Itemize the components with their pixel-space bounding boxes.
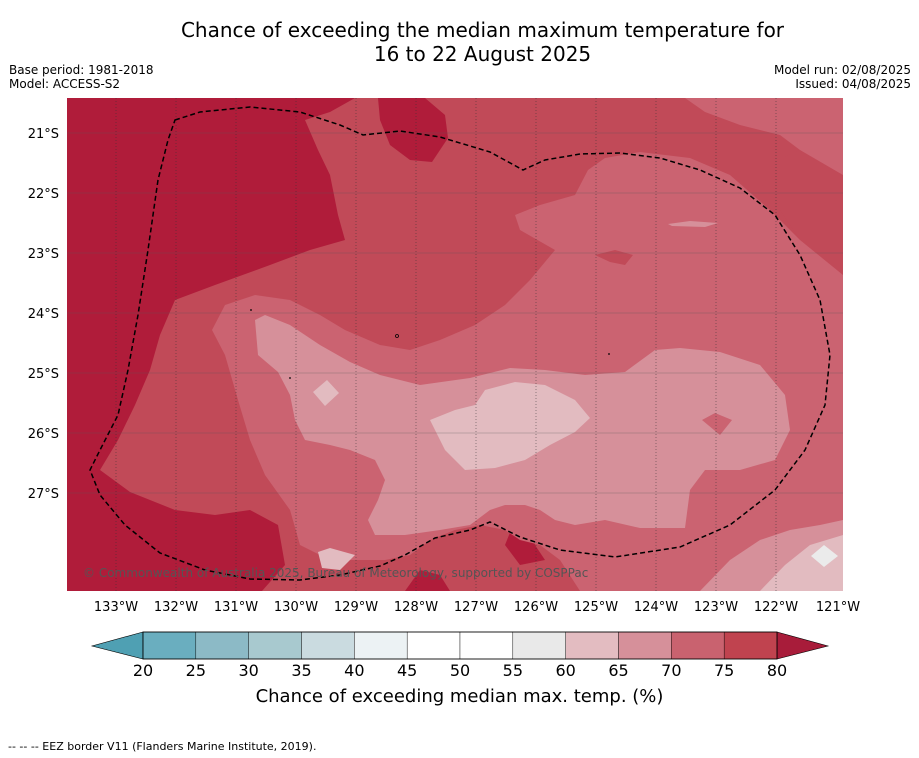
latitude-labels: 21°S 22°S 23°S 24°S 25°S 26°S 27°S — [28, 127, 59, 502]
colorbar-tick-label: 75 — [714, 661, 734, 680]
title-line-1: Chance of exceeding the median maximum t… — [180, 18, 785, 42]
issued-date: Issued: 04/08/2025 — [795, 77, 911, 91]
colorbar-tick-label: 35 — [291, 661, 311, 680]
lat-label: 22°S — [28, 187, 59, 202]
colorbar-box — [459, 631, 514, 660]
colorbar-tick-label: 50 — [450, 661, 470, 680]
map-copyright: © Commonwealth of Australia 2025, Bureau… — [83, 566, 588, 580]
title-line-2: 16 to 22 August 2025 — [373, 42, 592, 66]
region-75-80-spot — [595, 250, 633, 265]
eez-border — [89, 106, 831, 581]
eez-footnote: -- -- -- EEZ border V11 (Flanders Marine… — [8, 740, 317, 753]
model-run: Model run: 02/08/2025 — [773, 63, 911, 77]
island-marker — [289, 377, 291, 379]
lat-label: 21°S — [28, 127, 59, 142]
region-ge80-west — [67, 98, 355, 591]
lat-label: 26°S — [28, 427, 59, 442]
base-period: Base period: 1981-2018 — [9, 63, 154, 77]
lon-label: 133°W — [94, 600, 138, 615]
colorbar-box — [512, 631, 566, 660]
colorbar-tick-label: 60 — [555, 661, 575, 680]
lat-label: 23°S — [28, 247, 59, 262]
region-55-60-diamond — [811, 545, 838, 567]
region-60-65-diamond — [313, 380, 339, 406]
longitude-labels: 133°W 132°W 131°W 130°W 129°W 128°W 127°… — [94, 600, 860, 615]
longitude-gridlines — [115, 98, 777, 591]
colorbar-label: Chance of exceeding median max. temp. (%… — [255, 686, 664, 707]
colorbar-tick-label: 25 — [186, 661, 206, 680]
lon-label: 124°W — [634, 600, 678, 615]
lon-label: 132°W — [154, 600, 198, 615]
latitude-gridlines — [67, 132, 843, 494]
colorbar-box — [723, 631, 778, 660]
colorbar-tick-label: 30 — [238, 661, 258, 680]
colorbar-under-arrow — [90, 631, 144, 660]
colorbar-box — [618, 631, 672, 660]
lat-label: 27°S — [28, 487, 59, 502]
lon-label: 127°W — [454, 600, 498, 615]
colorbar-box — [248, 631, 302, 660]
colorbar-box — [406, 631, 461, 660]
colorbar-box — [142, 631, 197, 660]
island-marker — [395, 334, 399, 338]
lon-label: 128°W — [394, 600, 438, 615]
model-name: Model: ACCESS-S2 — [9, 77, 121, 91]
lat-label: 25°S — [28, 367, 59, 382]
colorbar-box — [195, 631, 249, 660]
colorbar-tick-label: 65 — [608, 661, 628, 680]
lon-label: 122°W — [754, 600, 798, 615]
lon-label: 123°W — [694, 600, 738, 615]
lon-label: 130°W — [274, 600, 318, 615]
colorbar-tick-label: 55 — [503, 661, 523, 680]
lon-label: 129°W — [334, 600, 378, 615]
colorbar-tick-label: 80 — [767, 661, 787, 680]
colorbar-over-arrow — [776, 631, 830, 660]
colorbar-box — [354, 631, 408, 660]
lat-label: 24°S — [28, 307, 59, 322]
map-panel: © Commonwealth of Australia 2025, Bureau… — [67, 98, 843, 591]
island-marker — [608, 353, 610, 355]
region-65-70-streak — [668, 221, 718, 227]
island-marker — [250, 309, 252, 311]
region-70-75-spot — [702, 413, 732, 435]
region-60-65 — [430, 382, 590, 470]
colorbar: 20 25 30 35 40 45 50 55 60 65 70 75 80 — [90, 631, 830, 680]
meta-left: Base period: 1981-2018 Model: ACCESS-S2 — [9, 63, 154, 91]
colorbar-tick-label: 70 — [661, 661, 681, 680]
lon-label: 125°W — [574, 600, 618, 615]
colorbar-tick-label: 45 — [397, 661, 417, 680]
colorbar-tick-label: 20 — [133, 661, 153, 680]
meta-right: Model run: 02/08/2025 Issued: 04/08/2025 — [774, 63, 911, 91]
colorbar-box — [671, 631, 725, 660]
colorbar-tick-label: 40 — [344, 661, 364, 680]
region-ge80-north — [378, 98, 448, 162]
region-60-65-bottom — [318, 548, 355, 570]
region-70-75-east — [685, 98, 843, 175]
lon-label: 131°W — [214, 600, 258, 615]
colorbar-box — [301, 631, 355, 660]
lon-label: 121°W — [816, 600, 860, 615]
colorbar-box — [565, 631, 619, 660]
map-title: Chance of exceeding the median maximum t… — [0, 18, 919, 66]
lon-label: 126°W — [514, 600, 558, 615]
colorbar-frame — [142, 631, 778, 660]
